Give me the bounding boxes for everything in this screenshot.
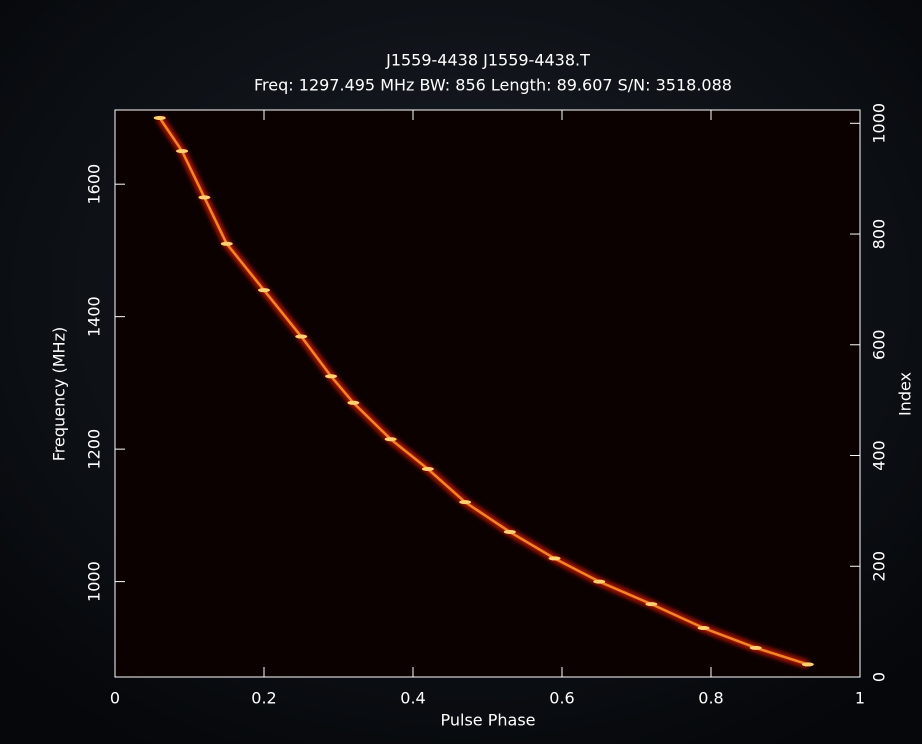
chart-title: J1559-4438 J1559-4438.T xyxy=(385,51,590,70)
y-axis-label: Frequency (MHz) xyxy=(50,327,69,461)
pulse-point xyxy=(459,500,472,505)
pulse-point xyxy=(548,556,561,561)
chart-subtitle: Freq: 1297.495 MHz BW: 856 Length: 89.60… xyxy=(254,76,732,95)
y-tick-label: 1400 xyxy=(85,296,104,337)
pulse-point xyxy=(421,467,434,472)
y2-axis-label: Index xyxy=(896,372,915,416)
x-tick-label: 0 xyxy=(110,689,120,708)
pulse-point xyxy=(697,625,710,630)
y2-tick-label: 800 xyxy=(870,219,889,250)
x-tick-label: 0.8 xyxy=(698,689,723,708)
y2-tick-label: 400 xyxy=(870,440,889,471)
pulse-point xyxy=(801,662,814,667)
y2-tick-label: 200 xyxy=(870,551,889,582)
pulse-point xyxy=(176,149,189,154)
pulse-point xyxy=(258,288,270,293)
pulse-point xyxy=(347,400,360,405)
pulse-point xyxy=(593,579,606,584)
pulse-point xyxy=(645,602,658,607)
y-tick-label: 1200 xyxy=(85,429,104,470)
y2-tick-label: 1000 xyxy=(870,103,889,144)
pulse-point xyxy=(295,334,308,339)
pulse-point xyxy=(503,529,516,534)
pulse-point xyxy=(325,374,338,379)
y2-tick-label: 0 xyxy=(870,672,889,682)
y-tick-label: 1000 xyxy=(85,561,104,602)
x-tick-label: 0.4 xyxy=(400,689,425,708)
pulse-trace xyxy=(158,117,809,666)
pulse-point xyxy=(384,437,397,442)
y2-tick-label: 600 xyxy=(870,330,889,361)
plot-area xyxy=(114,109,861,678)
x-axis-label: Pulse Phase xyxy=(441,711,536,730)
pulse-point xyxy=(153,115,166,120)
x-tick-label: 0.6 xyxy=(549,689,574,708)
y-tick-label: 1600 xyxy=(85,164,104,205)
pulse-point xyxy=(220,241,233,246)
x-tick-label: 0.2 xyxy=(251,689,276,708)
pulse-point xyxy=(198,195,211,200)
x-tick-label: 1 xyxy=(855,689,865,708)
pulse-point xyxy=(749,645,762,650)
